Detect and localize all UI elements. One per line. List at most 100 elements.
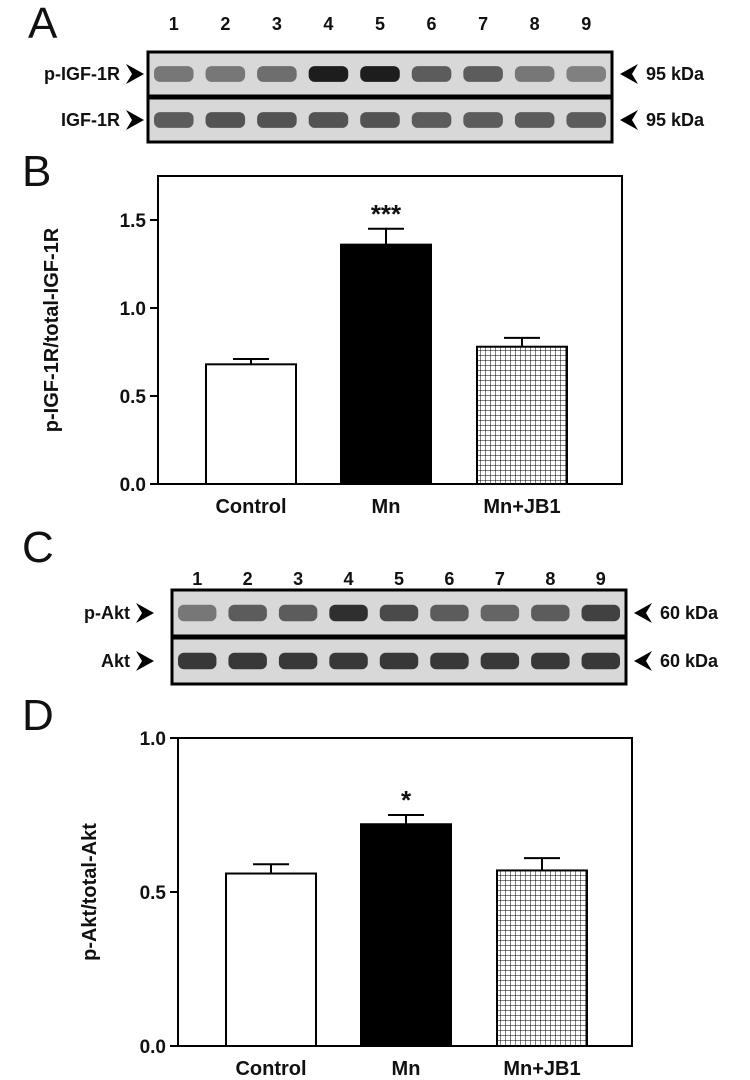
arrowhead-right-icon xyxy=(620,64,638,84)
blot-strip-2 xyxy=(170,636,628,686)
lane-number-8: 8 xyxy=(530,14,540,34)
band-row1-lane4 xyxy=(329,604,368,622)
band-row1-lane7 xyxy=(480,604,520,622)
band-row2-lane3 xyxy=(257,112,297,128)
panel-letter-d: D xyxy=(22,691,54,740)
band-row2-lane1 xyxy=(154,112,194,128)
y-tick-label-0: 0.0 xyxy=(140,1037,166,1058)
y-axis-label: p-Akt/total-Akt xyxy=(79,823,101,961)
x-category-label-1: Control xyxy=(215,496,286,518)
band-row2-lane3 xyxy=(278,652,318,670)
arrowhead-left-icon xyxy=(136,651,154,671)
y-tick-label-1: 0.5 xyxy=(120,387,147,408)
y-tick-label-2: 1.0 xyxy=(120,299,146,320)
band-row1-lane7 xyxy=(463,66,503,82)
y-axis-label: p-IGF-1R/total-IGF-1R xyxy=(41,227,63,432)
lane-number-8: 8 xyxy=(545,569,555,589)
band-row2-lane2 xyxy=(228,652,267,670)
band-row2-lane4 xyxy=(329,652,368,670)
band-row1-lane5 xyxy=(360,66,400,82)
band-row2-lane7 xyxy=(463,112,503,128)
lane-number-4: 4 xyxy=(344,569,354,589)
x-category-label-1: Control xyxy=(235,1058,306,1080)
band-row2-lane6 xyxy=(411,112,452,128)
arrowhead-left-icon xyxy=(136,603,154,623)
band-row1-lane4 xyxy=(308,66,349,82)
lane-number-9: 9 xyxy=(596,569,606,589)
lane-number-3: 3 xyxy=(293,569,303,589)
bar-1 xyxy=(205,363,297,486)
y-tick-label-1: 0.5 xyxy=(140,883,167,904)
western-blot-a: 1 2 3 4 5 6 7 8 9 p-IGF-1R 95 kDa IGF-1R 95 kDa xyxy=(44,14,705,144)
band-row1-lane9 xyxy=(566,66,606,82)
bar-1 xyxy=(225,872,317,1048)
band-row1-lane3 xyxy=(278,604,318,622)
lane-number-5: 5 xyxy=(375,14,385,34)
band-row1-lane8 xyxy=(531,604,570,622)
y-tick-label-0: 0.0 xyxy=(120,475,146,496)
bar-chart-b: 0.0 0.5 1.0 1.5 p-IGF-1R/total-IGF-1R Control… xyxy=(41,175,623,518)
bar-2 xyxy=(360,823,452,1047)
x-category-label-3: Mn+JB1 xyxy=(503,1058,580,1080)
lane-number-6: 6 xyxy=(427,14,437,34)
molecular-weight-2: 95 kDa xyxy=(646,110,705,130)
molecular-weight-2: 60 kDa xyxy=(660,651,719,671)
band-row1-lane2 xyxy=(228,604,267,622)
significance-marker-2: *** xyxy=(371,199,402,229)
row-label-1: p-IGF-1R xyxy=(44,64,120,84)
lane-number-1: 1 xyxy=(169,14,179,34)
band-row1-lane6 xyxy=(411,66,452,82)
panel-letter-b: B xyxy=(22,147,52,196)
arrowhead-right-icon xyxy=(634,651,652,671)
panel-letter-c: C xyxy=(22,523,54,572)
lane-number-2: 2 xyxy=(220,14,230,34)
arrowhead-right-icon xyxy=(620,110,638,130)
band-row1-lane2 xyxy=(205,66,246,82)
band-row2-lane9 xyxy=(566,112,606,128)
molecular-weight-1: 60 kDa xyxy=(660,603,719,623)
molecular-weight-1: 95 kDa xyxy=(646,64,705,84)
band-row1-lane6 xyxy=(430,604,469,622)
y-tick-label-3: 1.5 xyxy=(120,211,147,232)
bar-3 xyxy=(496,869,588,1047)
arrowhead-right-icon xyxy=(634,603,652,623)
arrowhead-left-icon xyxy=(126,110,144,130)
band-row2-lane4 xyxy=(308,112,349,128)
lane-number-9: 9 xyxy=(581,14,591,34)
y-tick-label-2: 1.0 xyxy=(140,729,166,750)
arrowhead-left-icon xyxy=(126,64,144,84)
band-row1-lane1 xyxy=(154,66,194,82)
band-row2-lane2 xyxy=(205,112,246,128)
band-row2-lane5 xyxy=(379,652,419,670)
band-row2-lane9 xyxy=(581,652,620,670)
band-row1-lane3 xyxy=(257,66,297,82)
lane-number-2: 2 xyxy=(243,569,253,589)
lane-number-1: 1 xyxy=(192,569,202,589)
lane-number-7: 7 xyxy=(495,569,505,589)
x-category-label-2: Mn xyxy=(392,1058,421,1080)
row-label-2: Akt xyxy=(101,651,130,671)
band-row1-lane1 xyxy=(178,604,217,622)
lane-number-3: 3 xyxy=(272,14,282,34)
lane-number-6: 6 xyxy=(444,569,454,589)
x-category-label-2: Mn xyxy=(372,496,401,518)
plot-frame xyxy=(177,737,633,1047)
significance-marker-2: * xyxy=(401,785,412,815)
lane-number-5: 5 xyxy=(394,569,404,589)
band-row2-lane8 xyxy=(531,652,570,670)
bar-3 xyxy=(476,345,568,485)
band-row1-lane5 xyxy=(379,604,419,622)
bar-2 xyxy=(340,243,432,485)
band-row2-lane7 xyxy=(480,652,520,670)
band-row1-lane9 xyxy=(581,604,620,622)
lane-number-7: 7 xyxy=(478,14,488,34)
panel-letter-a: A xyxy=(28,0,58,48)
blot-strip-1 xyxy=(170,588,628,638)
lane-number-4: 4 xyxy=(323,14,333,34)
band-row2-lane8 xyxy=(514,112,555,128)
band-row2-lane5 xyxy=(360,112,400,128)
row-label-2: IGF-1R xyxy=(61,110,120,130)
band-row1-lane8 xyxy=(514,66,555,82)
x-category-label-3: Mn+JB1 xyxy=(483,496,560,518)
band-row2-lane6 xyxy=(430,652,469,670)
